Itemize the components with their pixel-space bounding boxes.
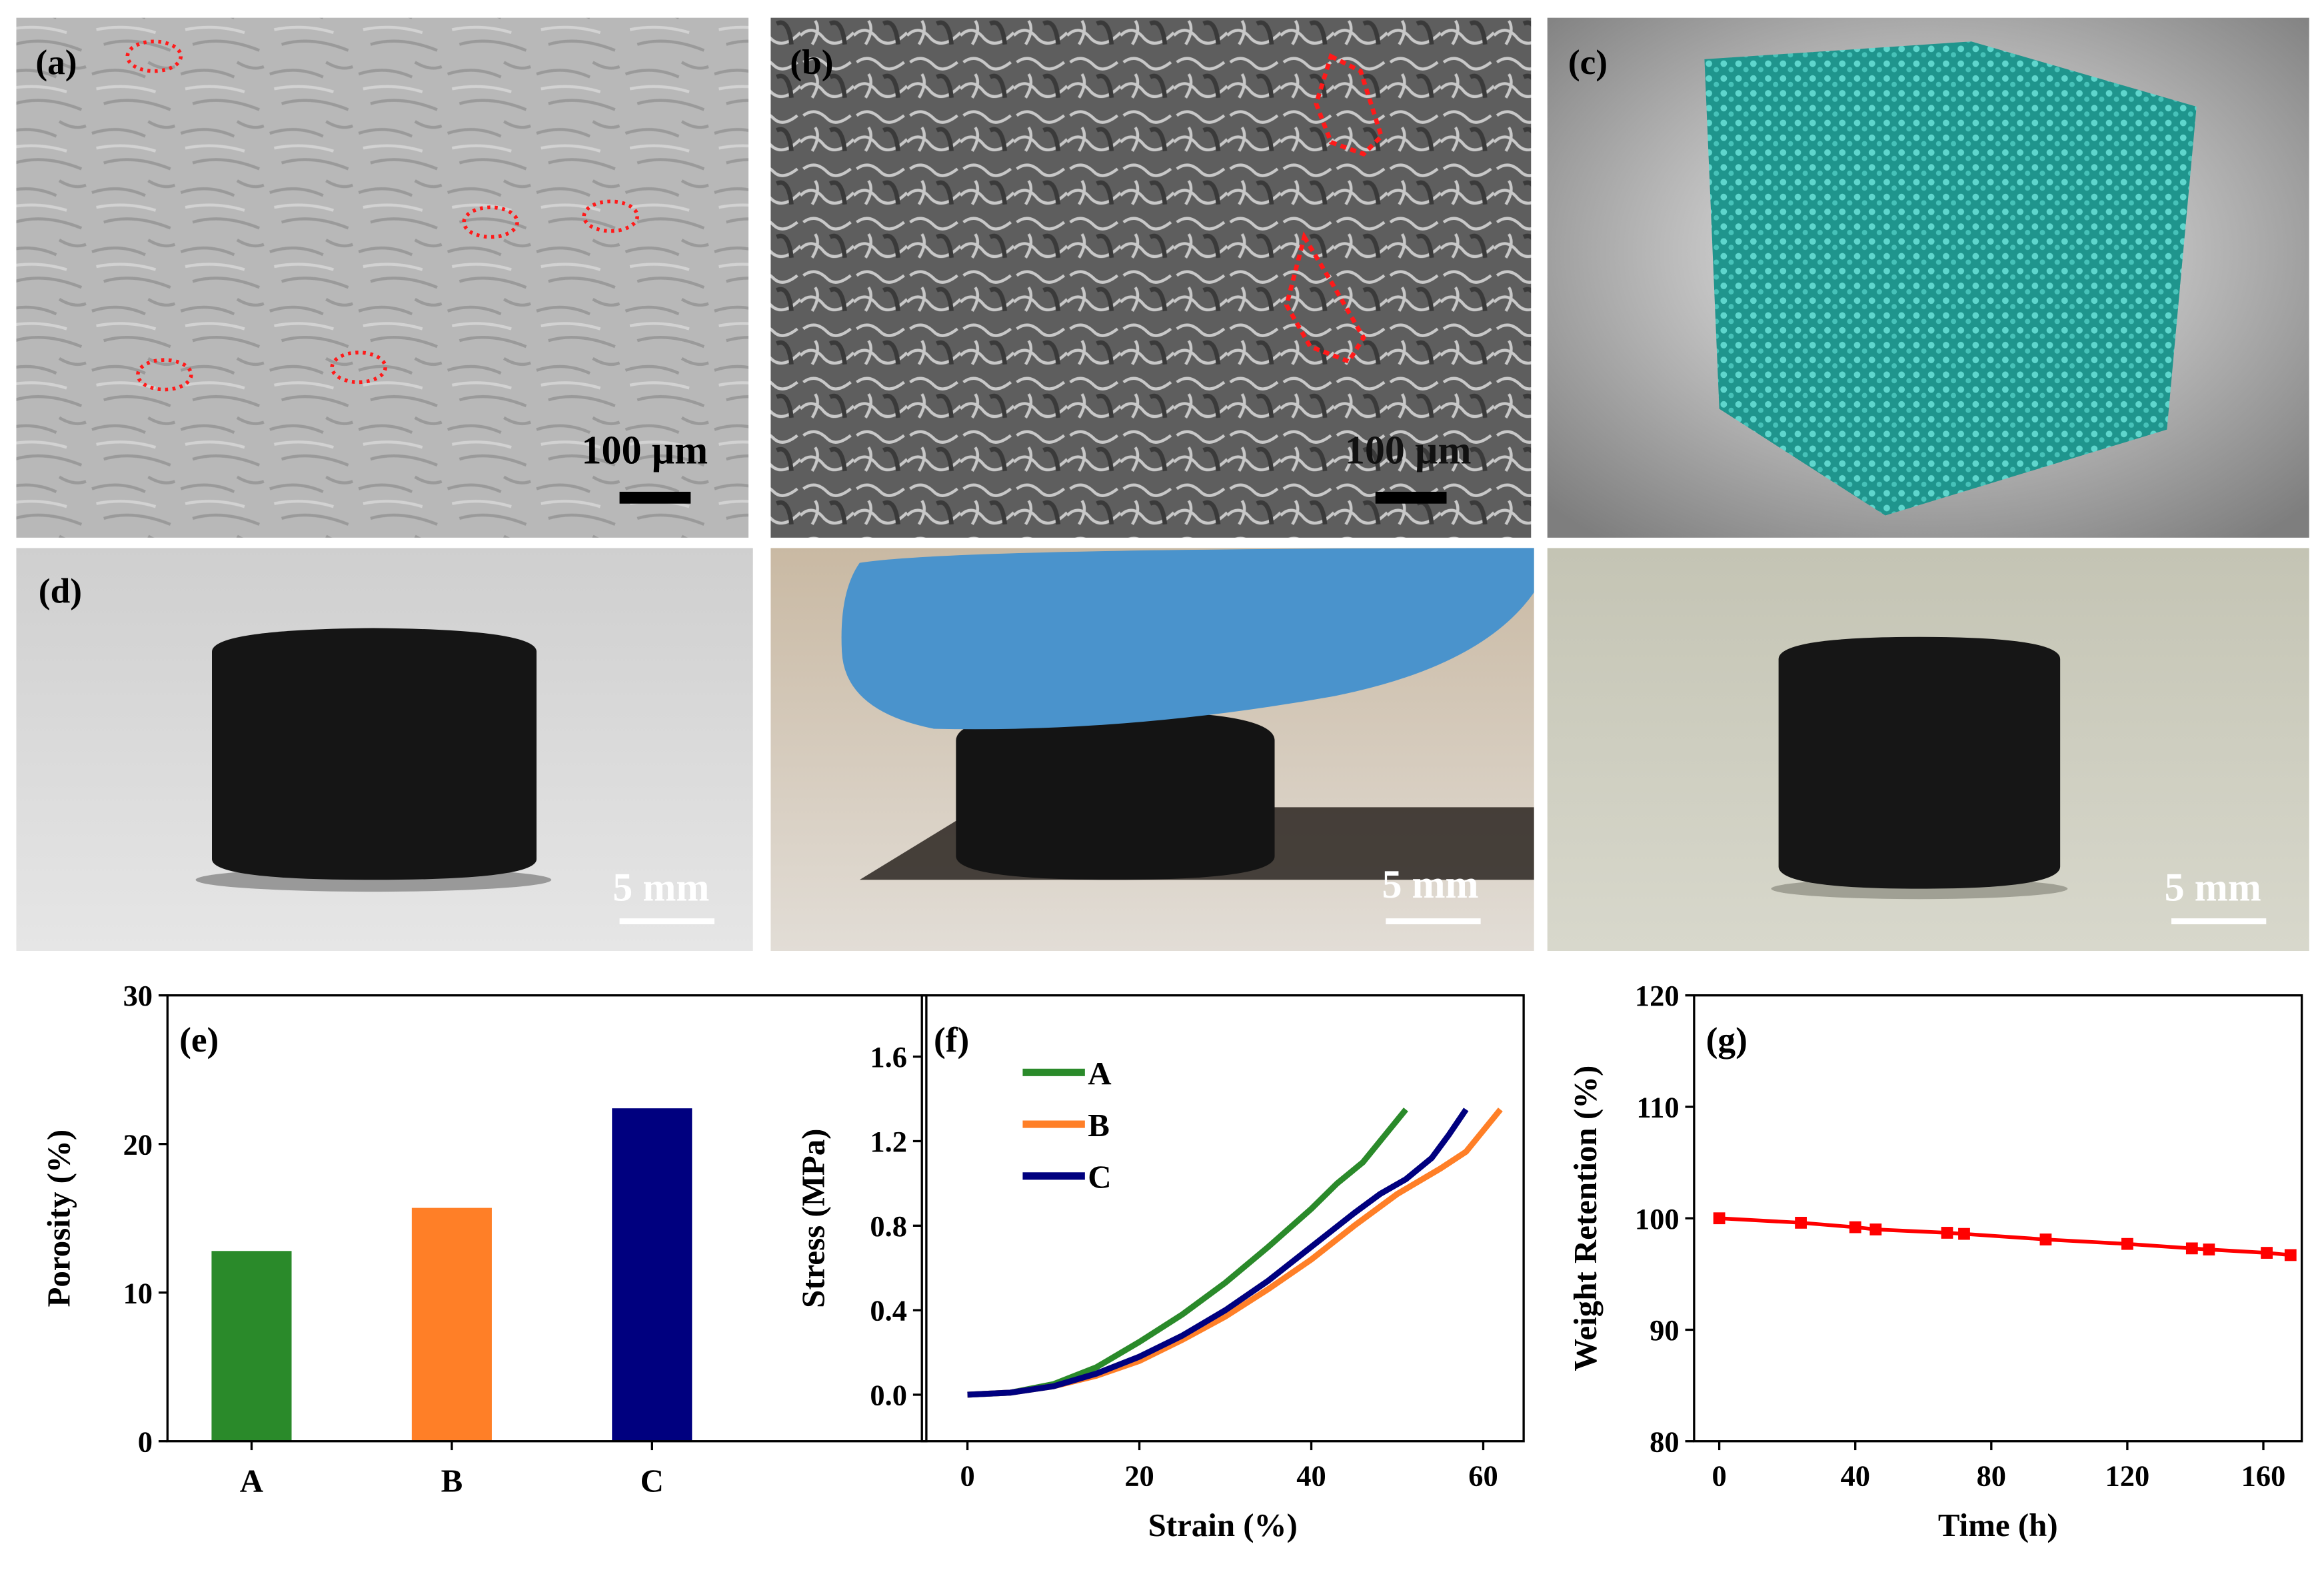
scale-bar — [2171, 918, 2267, 924]
panel-a: (a) 100 µm — [16, 17, 749, 538]
chart: 80 90 100 110 120 0 40 80 120 160 (g) Time (h) Weigh… — [1567, 979, 2303, 1543]
x-axis-label: Time (h) — [1938, 1507, 2058, 1543]
marker — [2039, 1233, 2052, 1245]
x-tick-label: 40 — [1296, 1459, 1326, 1492]
x-tick-label: 20 — [1124, 1459, 1154, 1492]
pore-outlines — [1284, 53, 1384, 365]
scale-bar — [1375, 491, 1447, 504]
y-tick-label: 20 — [123, 1128, 153, 1161]
scale-label: 100 µm — [1345, 428, 1472, 472]
scale-label: 100 µm — [582, 428, 708, 472]
x-tick-label: 0 — [960, 1459, 974, 1492]
panel-label: (g) — [1706, 1020, 1747, 1060]
sample — [956, 710, 1275, 880]
panel-label: (c) — [1568, 42, 1608, 82]
y-tick-label: 80 — [1650, 1425, 1679, 1458]
marker — [2121, 1237, 2133, 1250]
chart: 0.0 0.4 0.8 1.2 1.6 0 20 40 60 ABC (f) Strain (%) St… — [794, 994, 1525, 1543]
y-axis-label: Weight Retention (%) — [1567, 1066, 1604, 1371]
x-tick-label: C — [640, 1462, 664, 1499]
y-tick-label: 120 — [1635, 979, 1680, 1012]
panel-label: (a) — [35, 42, 77, 82]
bar — [612, 1108, 692, 1441]
y-tick-label: 0.0 — [870, 1379, 907, 1412]
scale-label: 5 mm — [2165, 865, 2261, 909]
y-tick-label: 30 — [123, 979, 153, 1012]
x-tick-label: 160 — [2241, 1459, 2286, 1492]
scale-label: 5 mm — [612, 865, 709, 909]
series-line — [967, 1108, 1408, 1398]
bar — [411, 1207, 492, 1441]
legend-label: A — [1088, 1055, 1111, 1092]
y-tick-label: 90 — [1650, 1313, 1679, 1347]
marker — [1713, 1212, 1726, 1225]
panel-b: (b) 100 µm — [770, 17, 1532, 538]
panel-label: (e) — [179, 1020, 219, 1060]
marker — [2185, 1242, 2198, 1255]
plot-frame — [920, 994, 1525, 1443]
pore-markers — [125, 39, 640, 392]
marker — [2203, 1243, 2215, 1255]
y-tick-label: 100 — [1635, 1202, 1680, 1235]
panel-d: (d) 5 mm 5 mm 5 mm — [16, 548, 2309, 952]
scale-bar — [619, 491, 691, 504]
x-tick-label: 40 — [1840, 1459, 1869, 1492]
marker — [1849, 1221, 1861, 1233]
marker — [1941, 1227, 1953, 1239]
plot-frame — [1693, 994, 2303, 1443]
sem-image — [770, 17, 1532, 538]
panel-label: (b) — [790, 42, 833, 82]
plot-frame — [166, 994, 928, 1443]
pore-network-cube — [1704, 41, 2197, 516]
marker — [1795, 1217, 1807, 1229]
y-tick-label: 10 — [123, 1276, 153, 1309]
panel-c: (c) — [1547, 17, 2309, 538]
sem-image — [16, 17, 749, 538]
scale-label: 5 mm — [1382, 862, 1478, 906]
y-tick-label: 0.4 — [870, 1294, 907, 1327]
y-tick-label: 1.2 — [870, 1125, 907, 1158]
panel-label: (f) — [934, 1020, 969, 1060]
x-tick-label: 80 — [1977, 1459, 2006, 1492]
y-tick-label: 0 — [138, 1425, 153, 1458]
series-line — [967, 1108, 1469, 1398]
marker — [2284, 1249, 2297, 1261]
series-line — [1719, 1216, 2291, 1257]
sample — [1778, 636, 2061, 889]
sample — [212, 628, 537, 880]
glove — [841, 548, 1534, 730]
x-tick-label: B — [441, 1462, 463, 1499]
x-tick-label: 60 — [1468, 1459, 1498, 1492]
panel-label: (d) — [39, 571, 82, 611]
marker — [1958, 1227, 1970, 1240]
x-tick-label: A — [240, 1462, 263, 1499]
legend-label: B — [1088, 1107, 1110, 1144]
x-tick-label: 120 — [2105, 1459, 2150, 1492]
chart: 0 10 20 30 A B C (e) Porosity (%) — [41, 979, 928, 1499]
bar — [211, 1251, 292, 1441]
marker — [2261, 1247, 2273, 1259]
y-tick-label: 0.8 — [870, 1209, 907, 1243]
y-tick-label: 1.6 — [870, 1040, 907, 1074]
y-tick-label: 110 — [1636, 1091, 1679, 1124]
y-axis-label: Porosity (%) — [41, 1130, 77, 1307]
marker — [1869, 1223, 1882, 1235]
series-line — [967, 1108, 1503, 1398]
y-axis-label: Stress (MPa) — [794, 1129, 831, 1308]
x-axis-label: Strain (%) — [1148, 1507, 1298, 1543]
scale-bar — [1386, 918, 1481, 924]
scale-bar — [619, 918, 714, 924]
x-tick-label: 0 — [1712, 1459, 1727, 1492]
legend-label: C — [1088, 1159, 1111, 1195]
